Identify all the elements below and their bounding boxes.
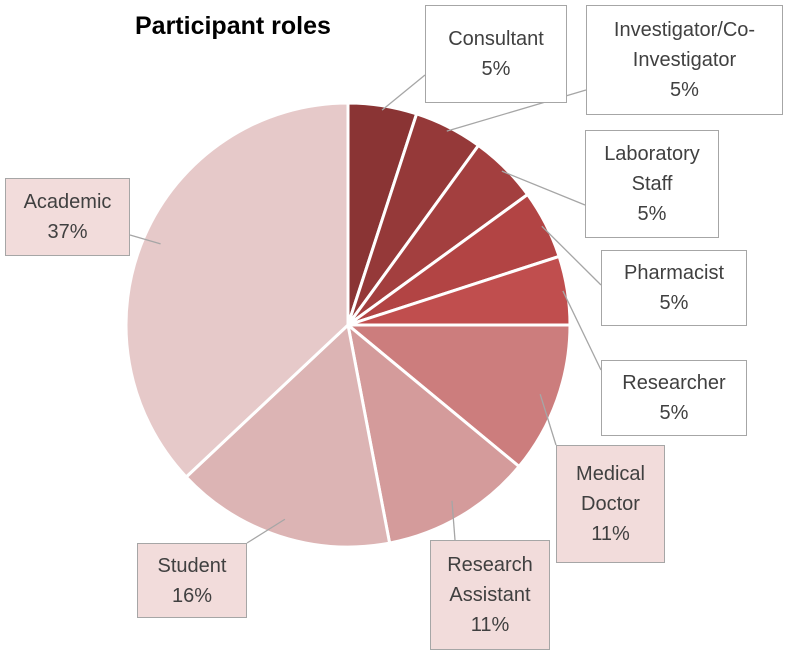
label-value: 11% [591, 523, 630, 545]
leader-line [501, 170, 586, 206]
label-value: 16% [171, 584, 213, 607]
pie-slice [345, 321, 522, 545]
label-value: 5% [670, 79, 699, 101]
leader-line [129, 234, 161, 245]
leader-line [541, 225, 602, 286]
label-category: Consultant [448, 28, 544, 50]
data-label: Researcher 5% [601, 360, 747, 436]
label-category: Investigator/Co-Investigator [613, 19, 756, 71]
label-value: 37% [47, 221, 88, 243]
data-label: Investigator/Co-Investigator 5% [586, 5, 783, 115]
label-category: Pharmacist [623, 262, 725, 284]
leader-line [246, 518, 286, 544]
label-value: 11% [470, 614, 510, 636]
data-label: Student 16% [137, 543, 247, 618]
data-label: Academic 37% [5, 178, 130, 256]
data-label: Research Assistant 11% [430, 540, 550, 650]
chart-title: Participant roles [135, 12, 331, 40]
leader-line [381, 74, 426, 111]
label-category: Medical Doctor [576, 463, 645, 515]
pie-slice [184, 322, 392, 549]
pie-slice [124, 101, 350, 480]
label-value: 5% [659, 292, 689, 314]
label-value: 5% [637, 203, 667, 225]
data-label: Laboratory Staff 5% [585, 130, 719, 238]
label-category: Student [157, 554, 227, 577]
label-category: Academic [23, 191, 112, 213]
data-label: Medical Doctor 11% [556, 445, 665, 563]
label-value: 5% [481, 58, 511, 80]
leader-line [539, 393, 557, 446]
leader-line [451, 500, 456, 541]
data-label: Pharmacist 5% [601, 250, 747, 326]
label-value: 5% [659, 402, 689, 424]
data-label: Consultant 5% [425, 5, 567, 103]
pie-slice [343, 323, 572, 469]
leader-line [562, 290, 602, 371]
label-category: Researcher [622, 372, 726, 394]
label-category: Laboratory Staff [604, 143, 700, 195]
label-category: Research Assistant [447, 554, 533, 606]
